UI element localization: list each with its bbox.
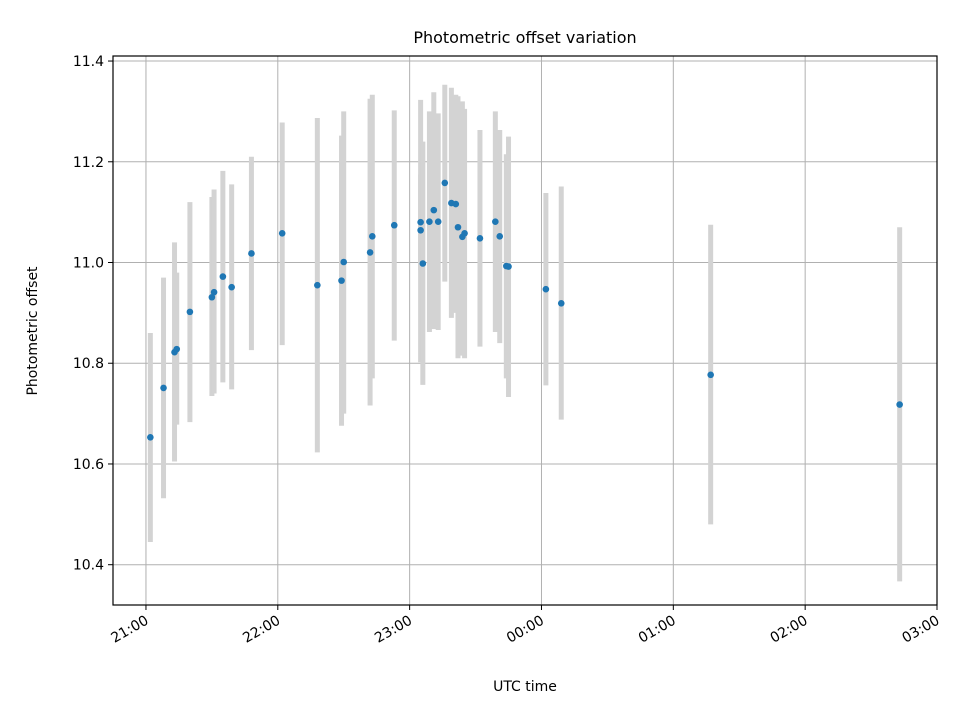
data-point xyxy=(492,218,499,226)
data-point xyxy=(314,281,321,289)
x-tick-label: 23:00 xyxy=(372,613,415,647)
y-tick-label: 10.4 xyxy=(73,558,104,574)
data-point xyxy=(557,300,565,307)
y-tick-label: 10.8 xyxy=(73,356,104,372)
data-point xyxy=(417,226,424,234)
y-tick-label: 11.4 xyxy=(73,54,104,70)
data-point xyxy=(228,283,235,291)
data-point xyxy=(366,249,374,256)
data-point xyxy=(896,401,903,408)
data-point xyxy=(147,433,154,441)
data-point xyxy=(441,179,449,187)
x-axis-label: UTC time xyxy=(493,679,557,695)
data-point xyxy=(219,273,227,280)
x-tick-label: 21:00 xyxy=(108,613,151,647)
data-point xyxy=(417,218,424,226)
plot-area-frame xyxy=(112,55,938,606)
data-point xyxy=(434,218,442,226)
data-point xyxy=(248,250,255,257)
data-point xyxy=(707,371,714,379)
y-axis-label: Photometric offset xyxy=(25,266,41,396)
x-tick-label: 00:00 xyxy=(504,613,547,647)
data-point xyxy=(390,221,398,229)
x-tick-label: 22:00 xyxy=(240,613,283,647)
data-point xyxy=(160,384,167,392)
data-point xyxy=(542,285,550,293)
data-point xyxy=(368,233,376,240)
data-point xyxy=(419,260,427,267)
y-tick-label: 10.6 xyxy=(73,457,104,473)
data-point xyxy=(208,293,216,301)
data-point xyxy=(476,235,484,242)
y-tick-label: 11.0 xyxy=(73,256,104,272)
data-point xyxy=(430,206,438,214)
grid xyxy=(113,56,938,605)
data-point xyxy=(452,200,460,208)
data-point xyxy=(278,229,286,237)
data-point xyxy=(173,345,181,353)
data-point xyxy=(505,263,512,270)
data-point xyxy=(340,258,348,266)
chart-title: Photometric offset variation xyxy=(413,28,636,47)
y-tick-label: 11.2 xyxy=(73,155,104,171)
error-bars xyxy=(147,84,903,582)
data-point xyxy=(186,308,194,316)
data-point xyxy=(338,277,345,284)
x-tick-label: 02:00 xyxy=(768,613,811,647)
x-tick-label: 03:00 xyxy=(900,613,943,647)
data-point xyxy=(210,288,218,296)
data-point xyxy=(461,229,468,237)
data-point xyxy=(426,218,433,226)
data-points xyxy=(147,179,903,441)
x-axis-ticks: 21:00 22:00 23:00 00:00 01:00 02:00 03:00 xyxy=(108,605,942,647)
y-axis-ticks: 10.4 10.6 10.8 11.0 11.2 11.4 xyxy=(73,54,113,574)
data-point xyxy=(454,223,462,231)
data-point xyxy=(496,233,504,240)
x-tick-label: 01:00 xyxy=(636,613,679,647)
